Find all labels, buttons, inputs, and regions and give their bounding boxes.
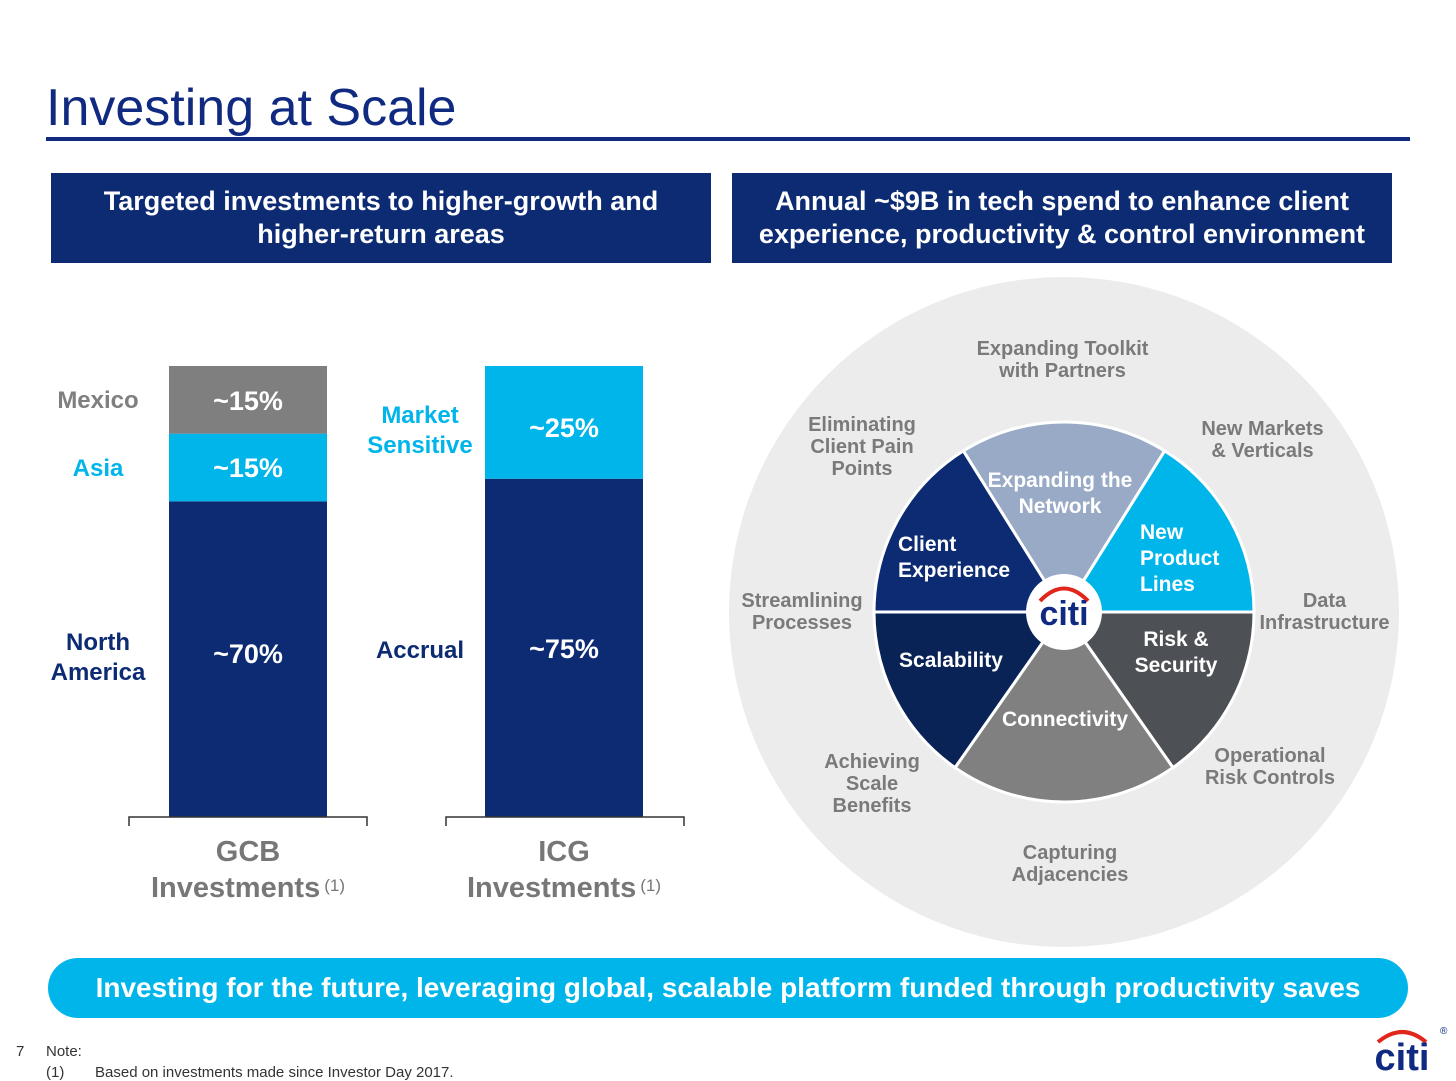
outer-label-operational-risk: Operational Risk Controls bbox=[1204, 745, 1336, 789]
gcb-asia-value: ~15% bbox=[213, 453, 283, 483]
center-logo: citi bbox=[1039, 595, 1088, 633]
gcb-north-america-value: ~70% bbox=[213, 639, 283, 669]
outer-label-streamlining: Streamlining Processes bbox=[741, 590, 863, 634]
sector-connectivity: Connectivity bbox=[1001, 708, 1129, 731]
footnote-text: Based on investments made since Investor… bbox=[95, 1064, 454, 1081]
citi-logo-registered: ® bbox=[1440, 1026, 1448, 1037]
bottom-banner: Investing for the future, leveraging glo… bbox=[48, 958, 1408, 1018]
outer-label-toolkit: Expanding Toolkit with Partners bbox=[976, 338, 1149, 382]
gcb-label-line2: Investments bbox=[150, 872, 321, 904]
sector-risk-security: Risk & Security bbox=[1134, 628, 1218, 677]
bar-segment-north-america bbox=[169, 501, 327, 817]
sector-expanding-network: Expanding the Network bbox=[987, 469, 1133, 518]
wheel-sector-scalability bbox=[872, 610, 1067, 770]
icg-axis bbox=[445, 816, 685, 826]
footnote-label: Note: bbox=[46, 1043, 82, 1060]
gcb-axis bbox=[128, 816, 368, 826]
icg-market-sensitive-value: ~25% bbox=[529, 413, 599, 443]
wheel-sector-new-product-lines bbox=[1061, 448, 1256, 614]
icg-label-line1: ICG bbox=[538, 836, 590, 868]
page-title: Investing at Scale bbox=[46, 79, 457, 137]
icg-category-label: ICG Investments (1) bbox=[444, 835, 684, 905]
page-number: 7 bbox=[16, 1043, 25, 1060]
legend-market-sensitive: Market Sensitive bbox=[367, 402, 473, 459]
legend-accrual: Accrual bbox=[375, 637, 465, 664]
icg-label-line2: Investments bbox=[466, 872, 637, 904]
legend-mexico: Mexico bbox=[57, 387, 139, 414]
citi-logo-text: citi bbox=[1375, 1037, 1430, 1076]
sector-scalability: Scalability bbox=[899, 649, 1003, 672]
outer-label-capturing-adjacencies: Capturing Adjacencies bbox=[1011, 842, 1129, 886]
bar-segment-mexico bbox=[169, 366, 327, 434]
left-header: Targeted investments to higher-growth an… bbox=[51, 173, 711, 263]
wheel-center bbox=[1026, 574, 1102, 650]
outer-label-new-markets: New Markets & Verticals bbox=[1201, 418, 1324, 462]
icg-accrual-value: ~75% bbox=[529, 634, 599, 664]
bar-chart bbox=[128, 366, 685, 826]
citi-logo: citi ® bbox=[1375, 1026, 1448, 1076]
citi-logo-arc-icon bbox=[1376, 1030, 1428, 1044]
gcb-label-line1: GCB bbox=[215, 836, 281, 868]
legend-asia: Asia bbox=[72, 455, 124, 482]
footnote-marker: (1) bbox=[46, 1064, 65, 1081]
wheel-sector-risk-security bbox=[1061, 610, 1256, 770]
title-rule bbox=[46, 137, 1410, 141]
icg-note-marker: (1) bbox=[640, 876, 661, 895]
bar-segment-accrual bbox=[485, 478, 643, 817]
outer-label-pain-points: Eliminating Client Pain Points bbox=[808, 414, 916, 480]
wheel-sector-connectivity bbox=[952, 609, 1176, 804]
gcb-note-marker: (1) bbox=[324, 876, 345, 895]
sector-client-experience: Client Experience bbox=[898, 533, 1011, 582]
wheel-sector-expanding-the-network bbox=[961, 420, 1167, 615]
wheel-sector-client-experience bbox=[872, 448, 1067, 614]
gcb-category-label: GCB Investments (1) bbox=[128, 835, 368, 905]
citi-arc-icon bbox=[1038, 586, 1090, 603]
bar-segment-asia bbox=[169, 433, 327, 502]
tech-wheel: citi bbox=[729, 277, 1399, 947]
legend-north-america: North America bbox=[50, 629, 146, 686]
outer-label-scale-benefits: Achieving Scale Benefits bbox=[824, 751, 920, 817]
sector-new-product-lines: New Product Lines bbox=[1140, 521, 1220, 596]
gcb-mexico-value: ~15% bbox=[213, 386, 283, 416]
bar-segment-market-sensitive bbox=[485, 366, 643, 479]
right-header: Annual ~$9B in tech spend to enhance cli… bbox=[732, 173, 1392, 263]
outer-label-data-infrastructure: Data Infrastructure bbox=[1259, 590, 1390, 634]
